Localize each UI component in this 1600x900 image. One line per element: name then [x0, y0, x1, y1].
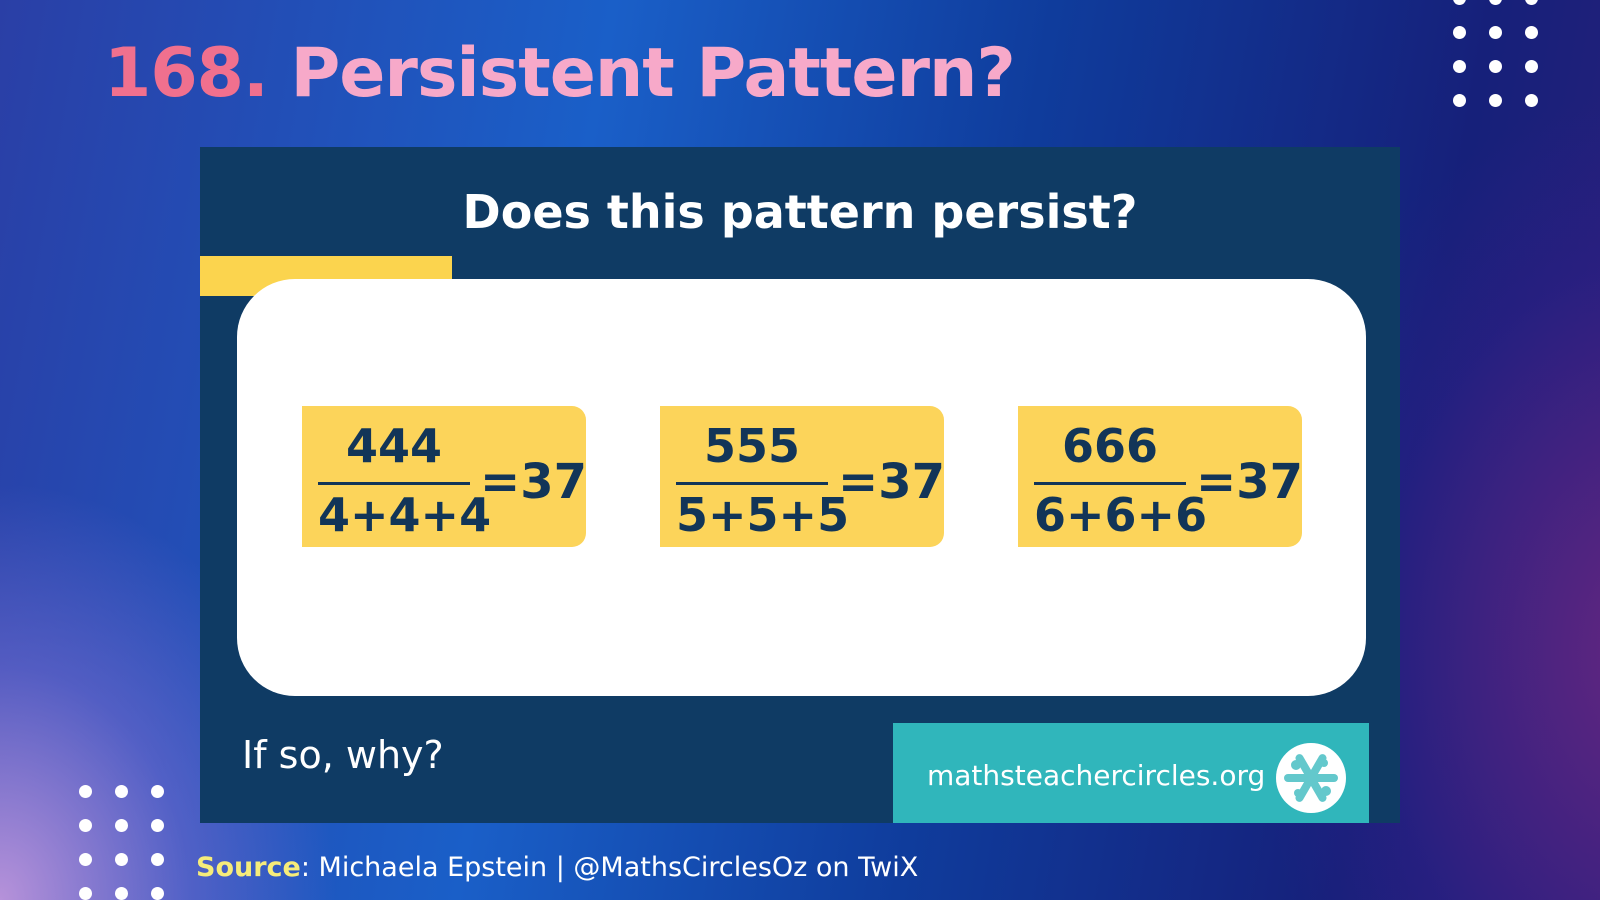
fraction: 555 5+5+5	[676, 418, 850, 543]
denominator: 5+5+5	[676, 488, 850, 542]
source-text: : Michaela Epstein | @MathsCirclesOz on …	[300, 852, 919, 883]
website-banner: mathsteachercircles.org	[893, 723, 1369, 823]
card-heading: Does this pattern persist?	[462, 185, 1138, 239]
dot-grid-decoration-bottom-left	[79, 785, 164, 900]
equation-box-666: 666 6+6+6 =37	[1018, 406, 1304, 547]
denominator: 6+6+6	[1034, 488, 1208, 542]
numerator: 666	[1061, 419, 1159, 473]
fraction: 666 6+6+6	[1034, 418, 1208, 543]
equation-result: =37	[1196, 454, 1304, 510]
slide-title-text: Persistent Pattern?	[290, 34, 1015, 113]
source-credit: Source: Michaela Epstein | @MathsCircles…	[196, 852, 918, 883]
pattern-card-image: Does this pattern persist? 444 4+4+4 =37…	[200, 147, 1400, 823]
equation-result: =37	[480, 454, 588, 510]
slide-title: 168. Persistent Pattern?	[104, 34, 1016, 113]
denominator: 4+4+4	[318, 488, 492, 542]
follow-up-question: If so, why?	[242, 733, 444, 777]
equation-result: =37	[838, 454, 946, 510]
website-text: mathsteachercircles.org	[927, 759, 1266, 792]
fraction: 444 4+4+4	[318, 418, 492, 543]
maths-teacher-circles-logo-icon	[1276, 743, 1346, 813]
fraction-bar	[676, 482, 828, 485]
equation-box-444: 444 4+4+4 =37	[302, 406, 588, 547]
equation-box-555: 555 5+5+5 =37	[660, 406, 946, 547]
fraction-bar	[1034, 482, 1186, 485]
fraction-bar	[318, 482, 470, 485]
source-label: Source	[196, 852, 301, 883]
slide-number: 168.	[104, 34, 269, 113]
numerator: 555	[703, 419, 801, 473]
numerator: 444	[345, 419, 443, 473]
dot-grid-decoration-top-right	[1453, 0, 1538, 107]
